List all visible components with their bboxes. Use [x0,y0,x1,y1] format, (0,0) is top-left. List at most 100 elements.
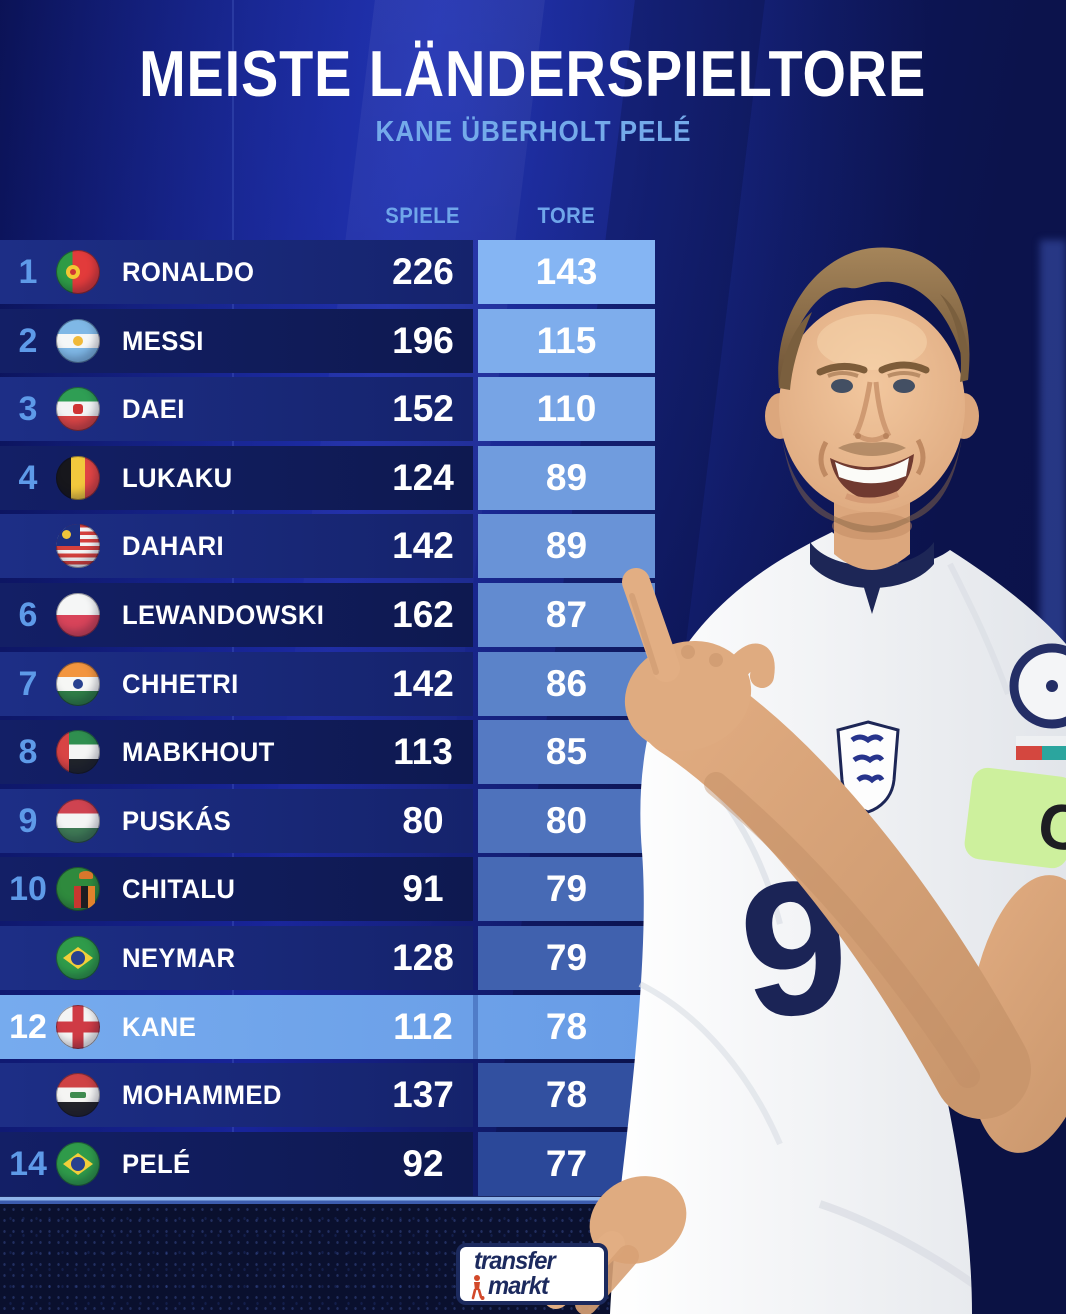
player-name: LUKAKU [122,463,233,493]
tore-cell [478,309,655,373]
iraq-flag-icon [56,1073,100,1117]
player-name: DAHARI [122,531,225,561]
tore-cell [478,514,655,578]
column-header-tore: TORE [537,203,596,228]
table-row: 12 KANE 112 78 [0,995,655,1059]
spiele-value: 80 [402,800,444,841]
table-row: 2 MESSI 196 115 [0,309,655,373]
tore-value: 80 [545,800,588,841]
table-row: 9 PUSKÁS 80 80 [0,789,655,853]
spiele-value: 142 [392,525,454,566]
table-row: 4 LUKAKU 124 89 [0,446,655,510]
rank-cell [0,926,56,990]
rank-cell: 7 [18,665,38,703]
kane-photo: 9 C [543,247,1066,1314]
player-name: MESSI [122,326,204,356]
uae-flag-icon [56,730,100,774]
portugal-flag-icon [56,250,100,294]
player-name: PELÉ [122,1149,191,1179]
player-name: PUSKÁS [122,806,232,836]
player-name: LEWANDOWSKI [122,600,325,630]
tore-value: 89 [545,525,588,566]
england-flag-icon [56,1005,100,1049]
player-name: CHHETRI [122,669,239,699]
ranking-table: 1 RONALDO 226 143 2 MESSI 196 115 3 DAEI 152 110 4 LU… [0,240,655,1196]
tore-value: 143 [535,251,598,292]
spiele-value: 124 [392,457,454,498]
page-subtitle: KANE ÜBERHOLT PELÉ [375,116,691,148]
tore-cell [478,377,655,441]
tore-value: 78 [545,1074,588,1115]
logo-text-markt: markt [488,1272,549,1300]
hungary-flag-icon [56,799,100,843]
divider-line [0,1196,1066,1204]
table-row: 6 LEWANDOWSKI 162 87 [0,583,655,647]
player-name: CHITALU [122,874,236,904]
pointing-arm [622,568,1031,1119]
tore-cell [478,720,655,784]
table-row: 10 CHITALU 91 79 [0,857,655,921]
rank-cell: 2 [18,322,38,360]
rank-cell: 14 [9,1145,47,1183]
teeth [835,458,909,484]
captain-armband: C [964,767,1066,869]
table-row: 8 MABKHOUT 113 85 [0,720,655,784]
spiele-value: 162 [392,594,454,635]
iran-flag-icon [56,387,100,431]
belgium-flag-icon [56,456,100,500]
row-background [0,995,655,1059]
rank-cell: 1 [18,253,38,291]
tore-cell [478,1063,655,1127]
india-flag-icon [56,662,100,706]
brazil-flag-icon [56,1142,100,1186]
table-row: 14 PELÉ 92 77 [0,1132,655,1196]
rank-cell: 8 [18,733,38,771]
rank-cell [0,514,56,578]
spiele-value: 128 [392,937,454,978]
rank-cell: 10 [9,870,47,908]
column-separator [473,995,478,1059]
collar [810,542,934,588]
spiele-value: 92 [402,1143,444,1184]
spiele-value: 112 [393,1006,453,1047]
table-row: 1 RONALDO 226 143 [0,240,655,304]
table-row: NEYMAR 128 79 [0,926,655,990]
table-row: 3 DAEI 152 110 [0,377,655,441]
zambia-flag-icon [56,867,100,911]
player-name: NEYMAR [122,943,236,973]
player-name: RONALDO [122,257,255,287]
rank-cell: 12 [9,1008,47,1046]
rank-cell: 3 [18,390,38,428]
kane-head [765,247,979,570]
spiele-value: 113 [393,731,453,772]
tore-value: 77 [545,1143,588,1184]
page-title: MEISTE LÄNDERSPIELTORE [139,37,927,110]
tore-cell [478,926,655,990]
spiele-value: 137 [392,1074,454,1115]
tore-value: 89 [545,457,588,498]
rank-cell: 4 [18,459,38,497]
spiele-value: 152 [392,388,454,429]
brazil-flag-icon [56,936,100,980]
tore-value: 79 [545,937,588,978]
eye [831,379,853,393]
tore-cell [478,857,655,921]
eye [893,379,915,393]
rank-cell: 6 [18,596,38,634]
player-name: DAEI [122,394,185,424]
table-row: MOHAMMED 137 78 [0,1063,655,1127]
tore-cell [478,446,655,510]
player-name: MABKHOUT [122,737,275,767]
player-name: KANE [122,1012,197,1042]
transfermarkt-logo: transfer markt [456,1243,608,1305]
tore-value: 78 [545,1006,588,1047]
tore-value: 87 [545,594,588,635]
tore-cell [478,789,655,853]
rank-cell [0,1063,56,1127]
table-row: DAHARI 142 89 [0,514,655,578]
tore-value: 79 [545,868,588,909]
spiele-value: 226 [392,251,454,292]
tore-value: 85 [545,731,588,772]
tore-cell [478,240,655,304]
